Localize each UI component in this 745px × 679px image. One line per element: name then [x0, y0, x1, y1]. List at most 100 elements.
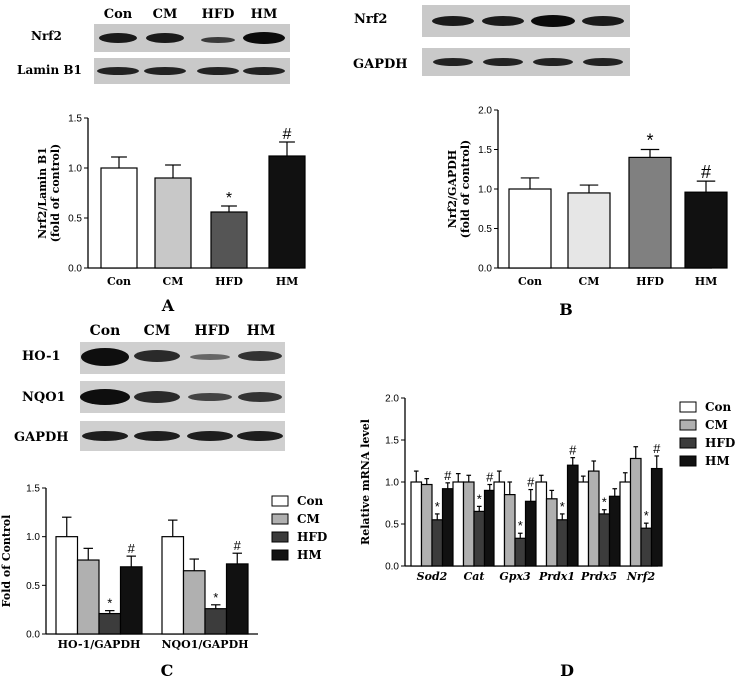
blot-a-row-laminb1: Lamin B1 — [17, 63, 82, 77]
bar — [268, 155, 306, 269]
significance-mark: * — [644, 508, 649, 523]
significance-mark: * — [107, 596, 112, 611]
bar — [524, 500, 537, 567]
significance-mark: * — [518, 518, 523, 533]
band — [187, 431, 233, 441]
significance-mark: # — [527, 475, 535, 490]
significance-mark: # — [569, 443, 577, 458]
band — [197, 67, 239, 75]
x-tick-label: HFD — [636, 275, 664, 288]
legend-label: CM — [297, 512, 320, 526]
bar — [420, 483, 433, 567]
bar — [100, 167, 138, 269]
chart-c: 0.0 0.5 1.0 1.5 Fold of Control * # HO-1/GAPDH *… — [0, 484, 327, 652]
band — [237, 431, 283, 441]
x-tick-label: Con — [518, 275, 542, 288]
blot-c: Con CM HFD HM HO-1 NQO1 GAPDH — [14, 323, 285, 451]
legend-label: HM — [297, 548, 322, 562]
blot-c-row-ho1: HO-1 — [22, 349, 61, 364]
y-tick-label: 1.5 — [26, 484, 40, 495]
y-tick-label: 0.5 — [26, 581, 40, 592]
bar — [441, 488, 454, 567]
blot-a-lane-hfd: HFD — [202, 7, 235, 22]
bar — [210, 211, 248, 269]
panel-letter-c: C — [161, 661, 174, 679]
significance-mark: * — [602, 495, 607, 510]
panel-letter-a: A — [161, 296, 175, 315]
band — [583, 58, 623, 66]
legend-label: HFD — [705, 436, 735, 450]
blot-b-row-nrf2: Nrf2 — [354, 12, 387, 27]
legend-label: Con — [705, 400, 732, 414]
x-tick-label: Con — [107, 275, 131, 288]
bar — [514, 537, 527, 567]
bar — [55, 536, 79, 635]
x-tick-label: Nrf2 — [626, 570, 656, 583]
bar — [119, 566, 143, 635]
y-axis-label: Nrf2/Lamin B1(fold of control) — [36, 144, 62, 243]
x-tick-label: Prdx1 — [538, 570, 575, 583]
x-tick-label: Gpx3 — [499, 570, 531, 583]
y-tick-label: 0.0 — [68, 264, 82, 275]
x-tick-label: HO-1/GAPDH — [58, 638, 141, 651]
bar — [493, 481, 506, 567]
band — [80, 389, 130, 405]
x-tick-label: Prdx5 — [580, 570, 617, 583]
y-axis-label: Nrf2/GAPDH(fold of control) — [446, 140, 472, 239]
y-tick-label: 0.0 — [385, 562, 399, 573]
panel-letter-b: B — [559, 300, 573, 319]
significance-mark: # — [128, 541, 136, 556]
blot-a-row-nrf2: Nrf2 — [31, 29, 62, 43]
significance-mark: * — [213, 590, 218, 605]
y-tick-label: 0.0 — [26, 630, 40, 641]
significance-mark: # — [486, 470, 494, 485]
legend-label: Con — [297, 494, 324, 508]
bar — [473, 510, 486, 567]
bar — [503, 494, 516, 567]
blot-c-lane-hm: HM — [247, 323, 276, 339]
band — [188, 393, 232, 401]
bar — [76, 559, 100, 635]
y-tick-label: 2.0 — [385, 394, 399, 405]
bar — [598, 513, 611, 567]
bar — [452, 481, 465, 567]
bar — [161, 536, 185, 635]
x-tick-label: NQO1/GAPDH — [161, 638, 248, 651]
y-tick-label: 1.5 — [385, 436, 399, 447]
bar — [566, 464, 579, 567]
significance-mark: # — [283, 126, 292, 143]
y-tick-label: 1.5 — [68, 114, 82, 125]
significance-mark: # — [701, 162, 711, 182]
y-tick-label: 1.5 — [478, 145, 492, 156]
bar — [508, 188, 552, 269]
band — [238, 351, 282, 361]
band — [82, 431, 128, 441]
bar — [431, 519, 444, 567]
blot-c-row-nqo1: NQO1 — [22, 390, 66, 405]
bar — [98, 612, 122, 635]
x-tick-label: Sod2 — [417, 570, 448, 583]
blot-c-lane-hfd: HFD — [194, 323, 229, 339]
y-tick-label: 1.0 — [68, 164, 82, 175]
chart-a: 0.0 0.5 1.0 1.5 Nrf2/Lamin B1(fold of contro… — [36, 114, 306, 288]
band — [81, 348, 129, 366]
band — [144, 67, 186, 75]
blot-a-lane-con: Con — [104, 7, 133, 22]
bar — [684, 191, 728, 269]
legend-swatch — [271, 513, 289, 525]
legend-label: HM — [705, 454, 730, 468]
blot-a-lane-hm: HM — [251, 7, 278, 22]
blot-a: Con CM HFD HM Nrf2 Lamin B1 — [17, 7, 290, 84]
legend-label: HFD — [297, 530, 327, 544]
legend-swatch — [679, 437, 697, 449]
y-tick-label: 1.0 — [385, 478, 399, 489]
bar — [628, 156, 672, 269]
y-tick-label: 0.5 — [478, 224, 492, 235]
bar — [462, 481, 475, 567]
band — [482, 16, 524, 26]
bar — [410, 481, 423, 567]
significance-mark: * — [646, 131, 653, 151]
band — [533, 58, 573, 66]
significance-mark: * — [226, 190, 232, 207]
y-tick-label: 1.0 — [478, 185, 492, 196]
